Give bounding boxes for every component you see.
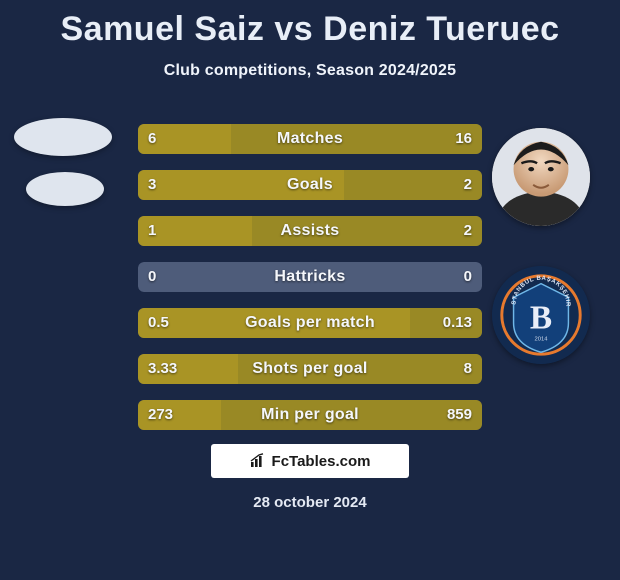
title-vs: vs bbox=[274, 10, 313, 48]
stat-row: 00Hattricks bbox=[138, 262, 482, 292]
player-2-avatar bbox=[492, 128, 590, 226]
page-title: Samuel Saiz vs Deniz Tueruec bbox=[0, 10, 620, 49]
player-1-avatar-placeholder bbox=[14, 118, 112, 156]
stat-label: Min per goal bbox=[138, 400, 482, 430]
chart-icon bbox=[250, 453, 266, 469]
footer-brand-badge: FcTables.com bbox=[211, 444, 409, 478]
stat-row: 32Goals bbox=[138, 170, 482, 200]
stat-row: 0.50.13Goals per match bbox=[138, 308, 482, 338]
subtitle: Club competitions, Season 2024/2025 bbox=[0, 62, 620, 80]
stat-row: 12Assists bbox=[138, 216, 482, 246]
stat-label: Shots per goal bbox=[138, 354, 482, 384]
stat-row: 273859Min per goal bbox=[138, 400, 482, 430]
club-crest-basaksehir: ISTANBUL BAŞAKŞEHIR B 2014 bbox=[492, 266, 590, 364]
svg-text:B: B bbox=[530, 300, 552, 337]
stats-table: 616Matches 32Goals 12Assists 00Hattricks 0.5… bbox=[138, 124, 482, 446]
club-crest-placeholder bbox=[26, 172, 104, 206]
stat-label: Matches bbox=[138, 124, 482, 154]
stat-label: Goals per match bbox=[138, 308, 482, 338]
stat-label: Hattricks bbox=[138, 262, 482, 292]
stat-label: Assists bbox=[138, 216, 482, 246]
stat-label: Goals bbox=[138, 170, 482, 200]
title-player-2: Deniz Tueruec bbox=[323, 10, 559, 48]
stat-row: 616Matches bbox=[138, 124, 482, 154]
footer-brand-text: FcTables.com bbox=[272, 453, 371, 470]
svg-text:2014: 2014 bbox=[534, 336, 548, 342]
footer-date: 28 october 2024 bbox=[0, 494, 620, 511]
title-player-1: Samuel Saiz bbox=[60, 10, 264, 48]
stat-row: 3.338Shots per goal bbox=[138, 354, 482, 384]
